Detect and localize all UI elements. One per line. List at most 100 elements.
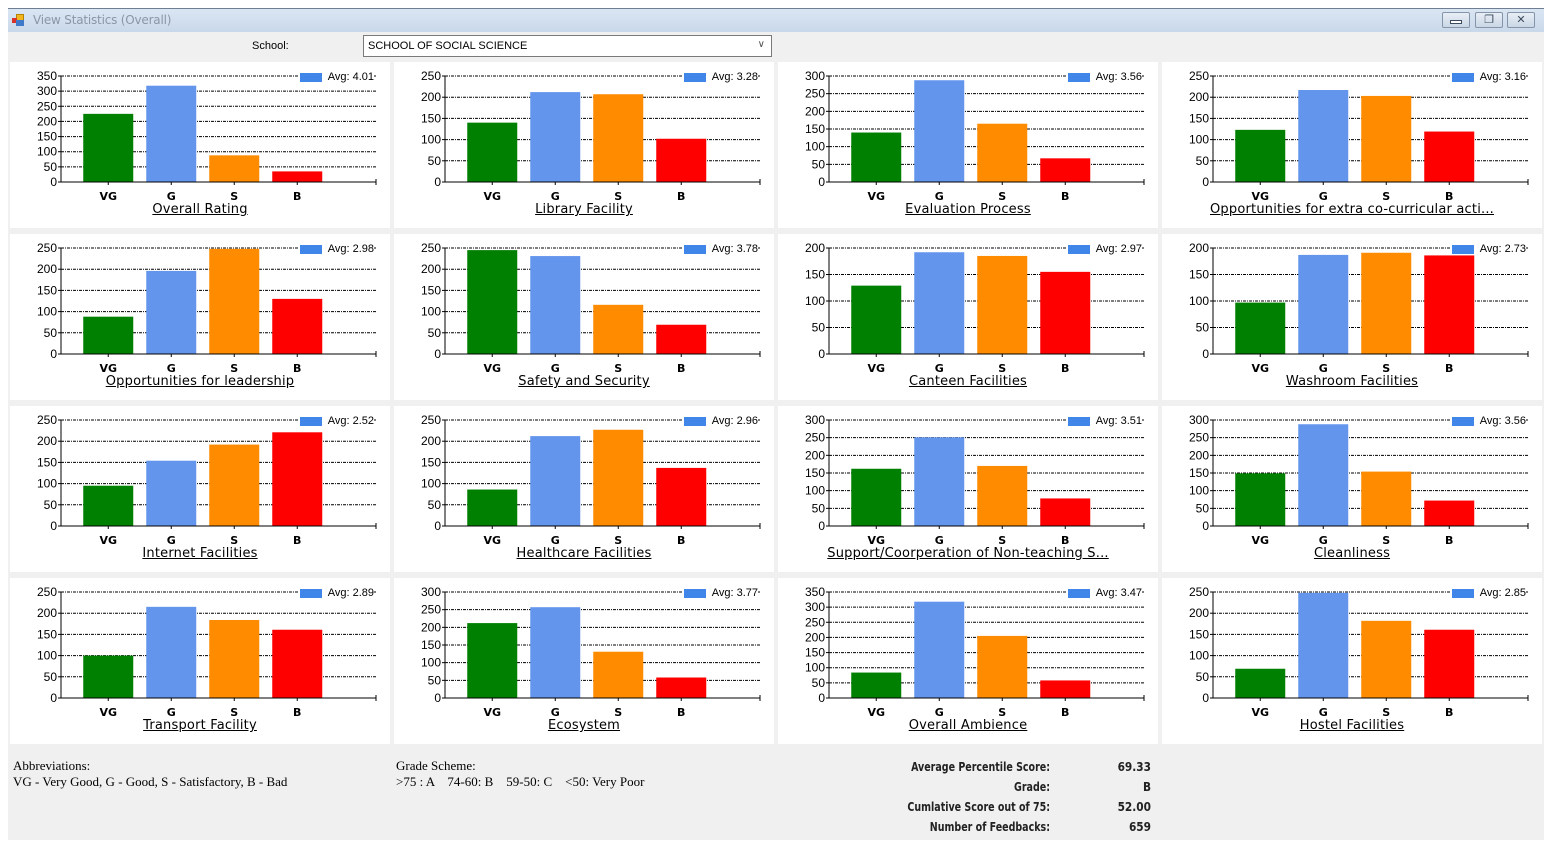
- chart-legend: Avg: 2.52: [297, 415, 374, 427]
- bar-s: [977, 465, 1028, 526]
- chart-title: Healthcare Facilities: [516, 546, 652, 561]
- x-tick-label: S: [1382, 362, 1390, 375]
- chart-legend: Avg: 3.28: [681, 71, 758, 83]
- x-tick-label: G: [551, 190, 560, 203]
- legend-label: Avg: 4.01: [327, 71, 374, 83]
- x-tick-label: G: [935, 534, 944, 547]
- x-tick-label: B: [293, 362, 301, 375]
- bar-b: [656, 324, 707, 354]
- y-tick-label: 0: [818, 175, 825, 189]
- bar-g: [1298, 592, 1349, 698]
- x-tick-label: S: [614, 706, 622, 719]
- legend-swatch: [299, 72, 322, 82]
- x-tick-label: VG: [1251, 190, 1269, 203]
- y-tick-label: 0: [818, 691, 825, 705]
- y-tick-label: 50: [1196, 670, 1210, 684]
- bar-b: [1040, 498, 1091, 526]
- bar-s: [593, 429, 644, 526]
- bar-s: [1361, 95, 1412, 182]
- y-tick-label: 0: [434, 691, 441, 705]
- bar-chart: 0 50 100 150 200 VG G S B: [805, 241, 1145, 375]
- title-bar[interactable]: View Statistics (Overall) ❐ ✕: [8, 9, 1544, 32]
- cumulative-score-value: 52.00: [1117, 800, 1151, 814]
- y-tick-label: 200: [37, 262, 57, 276]
- bar-vg: [83, 113, 134, 182]
- y-tick-label: 300: [805, 69, 825, 83]
- bar-s: [593, 94, 644, 182]
- bar-s: [1361, 471, 1412, 526]
- y-tick-label: 0: [50, 519, 57, 533]
- bar-vg: [467, 122, 518, 182]
- y-tick-label: 50: [428, 498, 442, 512]
- x-tick-label: S: [614, 362, 622, 375]
- chart-legend: Avg: 4.01: [297, 71, 374, 83]
- x-tick-label: S: [998, 190, 1006, 203]
- legend-label: Avg: 3.28: [711, 71, 758, 83]
- bar-b: [656, 467, 707, 526]
- legend-swatch: [683, 244, 706, 254]
- chart-panel-library-facility: 0 50 100 150 200 250 VG G S B Avg: 3.28 Library Fac…: [394, 62, 774, 228]
- y-tick-label: 100: [1189, 294, 1209, 308]
- x-tick-label: G: [551, 534, 560, 547]
- close-button[interactable]: ✕: [1507, 12, 1535, 28]
- y-tick-label: 100: [37, 145, 57, 159]
- y-tick-label: 100: [421, 656, 441, 670]
- x-tick-label: G: [935, 362, 944, 375]
- bar-b: [1424, 255, 1475, 354]
- x-tick-label: B: [1061, 706, 1069, 719]
- x-tick-label: B: [1061, 362, 1069, 375]
- minimize-button[interactable]: [1442, 12, 1470, 28]
- chart-panel-opportunities-for-extra-co-curricular-acti: 0 50 100 150 200 250 VG G S B Avg: 3.16 Opportuniti…: [1162, 62, 1542, 228]
- feedback-count-value: 659: [1128, 820, 1151, 834]
- bar-g: [530, 436, 581, 526]
- bar-g: [914, 80, 965, 182]
- x-tick-label: B: [1061, 190, 1069, 203]
- bar-b: [1040, 271, 1091, 354]
- y-tick-label: 0: [1202, 175, 1209, 189]
- y-tick-label: 50: [812, 676, 826, 690]
- x-tick-label: S: [614, 534, 622, 547]
- y-tick-label: 0: [818, 347, 825, 361]
- legend-label: Avg: 2.98: [327, 243, 374, 255]
- x-tick-label: S: [614, 190, 622, 203]
- bar-b: [1424, 500, 1475, 526]
- chart-title: Canteen Facilities: [908, 374, 1028, 389]
- bar-b: [656, 677, 707, 698]
- y-tick-label: 100: [1189, 484, 1209, 498]
- bar-chart: 0 50 100 150 200 250 300 VG G S B: [805, 69, 1145, 203]
- y-tick-label: 250: [805, 431, 825, 445]
- chart-panel-support-coorperation-of-non-teaching-s: 0 50 100 150 200 250 300 VG G S B Avg: 3.51 Support/…: [778, 406, 1158, 572]
- bar-g: [146, 460, 197, 526]
- bar-g: [1298, 254, 1349, 354]
- x-tick-label: VG: [99, 190, 117, 203]
- y-tick-label: 250: [421, 603, 441, 617]
- x-tick-label: S: [230, 706, 238, 719]
- x-tick-label: S: [230, 362, 238, 375]
- x-tick-label: G: [935, 190, 944, 203]
- y-tick-label: 150: [1189, 268, 1209, 282]
- y-tick-label: 50: [428, 673, 442, 687]
- x-tick-label: VG: [483, 706, 501, 719]
- chart-panel-internet-facilities: 0 50 100 150 200 250 VG G S B Avg: 2.52 Internet Fa…: [10, 406, 390, 572]
- chart-title: Library Facility: [535, 202, 633, 217]
- y-tick-label: 50: [1196, 501, 1210, 515]
- abbreviations-text: VG - Very Good, G - Good, S - Satisfacto…: [13, 774, 288, 789]
- y-tick-label: 50: [1196, 154, 1210, 168]
- bar-s: [977, 255, 1028, 354]
- chart-title: Transport Facility: [143, 718, 257, 733]
- x-tick-label: VG: [99, 362, 117, 375]
- restore-button[interactable]: ❐: [1475, 12, 1503, 28]
- chart-title: Support/Coorperation of Non-teaching S..…: [827, 546, 1109, 561]
- legend-swatch: [1067, 588, 1090, 598]
- chart-legend: Avg: 2.96: [681, 415, 758, 427]
- y-tick-label: 250: [805, 87, 825, 101]
- school-dropdown[interactable]: SCHOOL OF SOCIAL SCIENCE ∨: [363, 35, 772, 57]
- y-tick-label: 300: [805, 413, 825, 427]
- chart-title: Evaluation Process: [905, 202, 1031, 217]
- x-tick-label: G: [1319, 534, 1328, 547]
- x-tick-label: G: [551, 362, 560, 375]
- y-tick-label: 0: [50, 347, 57, 361]
- y-tick-label: 250: [1189, 585, 1209, 599]
- y-tick-label: 0: [434, 175, 441, 189]
- chart-title: Cleanliness: [1313, 546, 1391, 561]
